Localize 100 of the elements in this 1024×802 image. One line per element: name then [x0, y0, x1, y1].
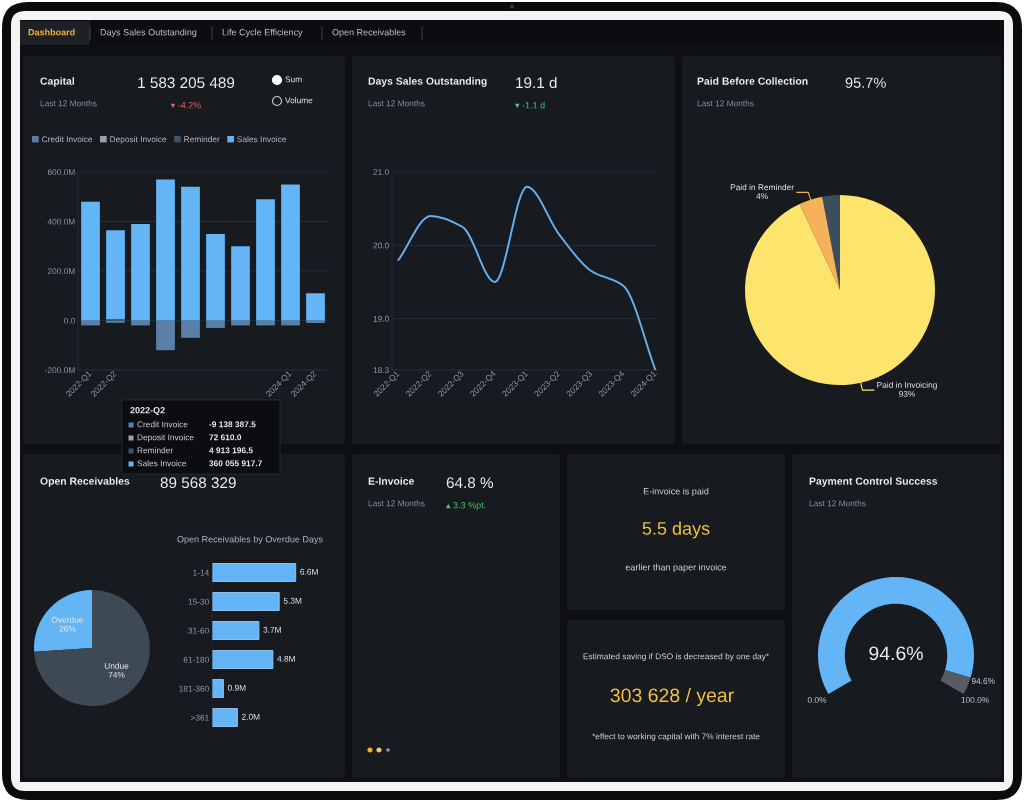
- text: ▾ -4.2%: [170, 102, 201, 109]
- text: earlier than paper invoice: [625, 563, 727, 573]
- text: 0.0%: [807, 696, 827, 703]
- data-label: 4%: [756, 193, 768, 200]
- text: -9 138 387.5: [209, 421, 256, 428]
- y-tick-label: 181-360: [179, 685, 209, 692]
- bar: [256, 320, 275, 326]
- text: 360 055 917.7: [209, 460, 262, 467]
- pie-slice: [34, 590, 92, 652]
- bar: [281, 320, 300, 326]
- text: Sum: [285, 76, 302, 83]
- text: Estimated saving if DSO is decreased by one day*: [583, 653, 769, 661]
- pie-slice: [799, 196, 840, 290]
- y-tick-label: 0.0: [63, 317, 75, 324]
- data-label: 26%: [59, 625, 76, 632]
- y-tick-label: 400.0M: [47, 218, 75, 225]
- chart-title: Days Sales Outstanding: [368, 77, 487, 87]
- bar: [81, 320, 100, 326]
- text: Reminder: [137, 447, 173, 454]
- text: *effect to working capital with 7% interest rate: [592, 733, 760, 741]
- slice-label: Paid in Invoicing: [877, 381, 937, 390]
- chart-title: Open Receivables: [40, 477, 130, 487]
- bar: [212, 592, 280, 611]
- bar: [131, 223, 150, 321]
- text: Last 12 Months: [368, 500, 425, 507]
- slice-label: Paid in Reminder: [730, 184, 794, 191]
- bar: [306, 293, 325, 321]
- pie-slice: [34, 590, 150, 706]
- legend-label: Credit Invoice: [42, 136, 93, 143]
- bar: [306, 320, 325, 323]
- legend-label: Reminder: [184, 136, 220, 143]
- bar: [231, 246, 250, 321]
- y-tick-label: 1-14: [193, 569, 209, 576]
- text: Life Cycle Efficiency: [222, 28, 303, 38]
- chart-subtitle: Last 12 Months: [809, 500, 866, 507]
- y-tick-label: 18.3: [373, 367, 389, 374]
- text: 2022-Q2: [130, 407, 165, 416]
- y-tick-label: 20.0: [373, 242, 389, 249]
- data-label: 2.0M: [241, 713, 260, 720]
- text: 4 913 196.5: [209, 447, 253, 454]
- bar: [212, 563, 297, 582]
- text: 94.6%: [869, 646, 923, 661]
- data-label: 4.8M: [277, 655, 295, 662]
- y-tick-label: >361: [190, 714, 209, 721]
- text: 5.5 days: [642, 521, 710, 539]
- data-label: 74%: [108, 671, 125, 678]
- y-tick-label: 21.0: [373, 169, 389, 176]
- chart-title: Capital: [40, 77, 74, 87]
- y-tick-label: 61-180: [183, 656, 209, 663]
- bar: [212, 708, 238, 727]
- y-tick-label: 600.0M: [47, 169, 75, 176]
- text: Days Sales Outstanding: [100, 28, 197, 38]
- text: Sales Invoice: [137, 460, 187, 467]
- chart-subtitle: Last 12 Months: [368, 100, 425, 107]
- data-label: 5.3M: [283, 597, 302, 604]
- bar: [281, 184, 300, 321]
- bar: [212, 650, 274, 669]
- bar: [206, 320, 225, 328]
- text: Volume: [285, 97, 313, 104]
- bar: [231, 320, 250, 326]
- text: 72 610.0: [209, 434, 242, 441]
- data-label: 3.7M: [263, 626, 281, 633]
- legend-label: Sales Invoice: [237, 136, 287, 143]
- bar: [156, 320, 175, 351]
- chart-title: Paid Before Collection: [697, 77, 808, 85]
- y-tick-label: 200.0M: [47, 268, 75, 275]
- text: 1 583 205 489: [138, 77, 235, 89]
- bar: [212, 679, 224, 698]
- y-tick-label: 15-30: [188, 598, 209, 605]
- chart-subtitle: Last 12 Months: [40, 100, 97, 107]
- y-tick-label: 31-60: [188, 627, 209, 634]
- chart-title: Open Receivables by Overdue Days: [177, 535, 323, 545]
- text: Deposit Invoice: [137, 434, 194, 442]
- bar: [106, 230, 125, 320]
- bar: [256, 199, 275, 321]
- slice-label: Undue: [104, 662, 129, 669]
- text: 303 628 / year: [610, 687, 734, 707]
- legend-label: Deposit Invoice: [110, 136, 167, 144]
- text: ▴ 3.3 %pt.: [446, 502, 486, 511]
- data-label: 0.9M: [227, 684, 246, 691]
- text: 100.0%: [961, 696, 989, 703]
- y-tick-label: -200.0M: [45, 367, 75, 374]
- bar: [131, 320, 150, 326]
- text: 95.7%: [845, 77, 886, 88]
- text: 89 568 329: [160, 477, 236, 489]
- pie-slice: [822, 195, 840, 290]
- bar: [181, 320, 200, 338]
- chart-subtitle: Last 12 Months: [697, 100, 754, 107]
- text: 19.1 d: [516, 76, 557, 89]
- text: Dashboard: [28, 28, 75, 36]
- text: 94.6%: [971, 678, 995, 684]
- text: ▾ -1.1 d: [515, 101, 545, 109]
- line-series: [397, 185, 657, 370]
- bar: [156, 179, 175, 321]
- text: E-Invoice: [368, 477, 414, 485]
- text: E-invoice is paid: [643, 487, 709, 497]
- bar: [181, 186, 200, 321]
- text: 64.8 %: [446, 477, 494, 489]
- data-label: 6.6M: [300, 568, 318, 575]
- text: Open Receivables: [332, 28, 406, 38]
